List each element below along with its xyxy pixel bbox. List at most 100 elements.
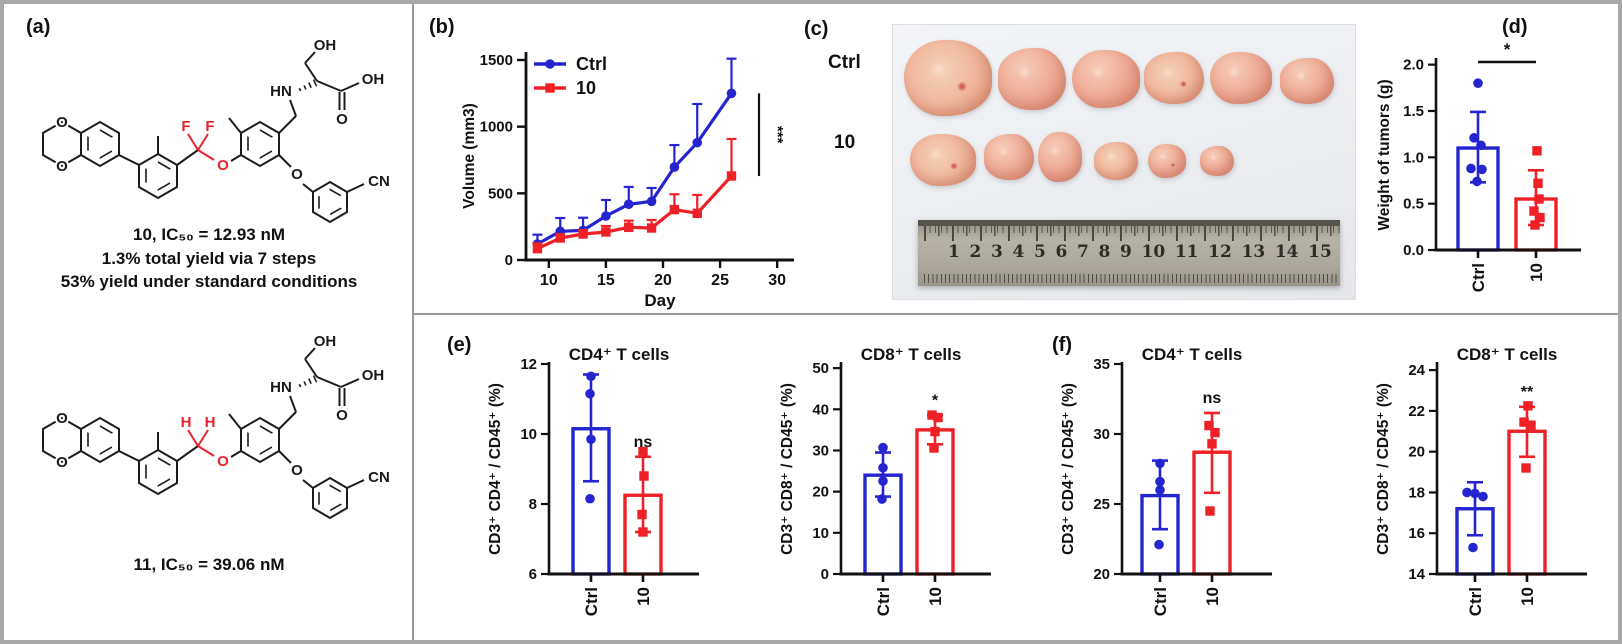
ruler-cm-ticks	[924, 226, 1340, 241]
compound-10-structure: O O F F O HN OH OH O O CN	[42, 35, 392, 224]
x-tick-label: Ctrl	[1469, 263, 1488, 292]
y-tick-label: 18	[1408, 484, 1425, 501]
atom-f: F	[181, 118, 190, 135]
y-tick-label: 40	[812, 401, 829, 418]
atom-o: O	[291, 462, 303, 479]
y-axis-label: Weight of tumors (g)	[1376, 79, 1393, 230]
data-point-circle	[1473, 78, 1483, 88]
y-tick-label: 25	[1093, 496, 1110, 513]
data-point-square	[1530, 220, 1540, 230]
data-point-circle	[1462, 487, 1472, 498]
atom-o: O	[56, 410, 68, 427]
compound-10-caption-line2: 1.3% total yield via 7 steps	[101, 249, 317, 268]
ruler-number: 2	[969, 242, 982, 262]
y-tick-label: 500	[488, 185, 513, 202]
data-point-square	[1519, 417, 1529, 427]
atom-h: H	[181, 414, 192, 431]
y-tick-label: 16	[1408, 525, 1425, 542]
data-point-square	[929, 443, 939, 453]
data-point-circle	[878, 476, 888, 486]
tumor-weight-bar-chart: 0.0 0.5 1.0 1.5 2.0 Weight of tumors (g) Ctrl 1…	[1376, 40, 1581, 292]
y-tick-label: 1.5	[1403, 103, 1424, 120]
x-tick-label: 10	[926, 587, 945, 606]
atom-hn: HN	[270, 379, 292, 396]
data-point-square	[930, 426, 940, 437]
tumor	[1148, 144, 1186, 178]
atom-cn: CN	[368, 469, 390, 486]
compound-11-skeleton	[42, 347, 365, 520]
y-tick-label: 0.0	[1403, 242, 1424, 259]
data-point-square	[532, 243, 543, 254]
tumor	[1210, 52, 1272, 104]
y-axis-label: CD3⁺ CD4⁺ / CD45⁺ (%)	[1060, 383, 1077, 555]
x-tick-label: Ctrl	[1466, 587, 1485, 616]
data-point-square	[638, 446, 648, 457]
data-point-circle	[1472, 176, 1482, 187]
compound-10-caption-line3: 53% yield under standard conditions	[60, 272, 358, 291]
significance: *	[1504, 40, 1511, 59]
e-cd4-bar-chart: 6 8 10 12 CD3⁺ CD4⁺ / CD45⁺ (%) CD4⁺ T cells C…	[487, 345, 699, 616]
tumor	[1038, 132, 1082, 182]
compound-11-caption: 11, IC₅₀ = 39.06 nM	[133, 555, 285, 574]
significance: ns	[634, 434, 653, 451]
atom-f: F	[205, 118, 214, 135]
y-tick-label: 35	[1093, 356, 1110, 373]
data-point-circle	[1155, 476, 1165, 487]
data-point-circle	[1478, 491, 1488, 502]
data-point-circle	[586, 434, 596, 445]
ruler-number: 9	[1120, 242, 1132, 262]
atom-o: O	[336, 111, 348, 128]
compound-11-structure: O O H H O HN OH OH O O CN	[42, 331, 392, 520]
panel-c-label: (c)	[804, 18, 829, 40]
data-point-circle	[1476, 140, 1486, 151]
data-point-circle	[545, 59, 555, 69]
data-point-circle	[669, 162, 680, 172]
data-point-square	[1535, 212, 1545, 223]
significance: ns	[1203, 390, 1222, 407]
x-tick-label: 15	[597, 272, 615, 289]
f-cd4-bar-chart: 20 25 30 35 CD3⁺ CD4⁺ / CD45⁺ (%) CD4⁺ T cell…	[1060, 345, 1272, 616]
tumor	[1200, 146, 1234, 176]
y-tick-label: 1000	[480, 119, 513, 136]
ruler: 1 2 3 4 5 6 7 8 9 10 11 12 13 14 15	[918, 220, 1340, 286]
compound-10-highlighted-bonds	[187, 133, 215, 161]
data-point-square	[601, 227, 611, 237]
atom-oh: OH	[362, 71, 385, 88]
ruler-bottom-ticks	[924, 274, 1340, 283]
chart-title: CD8⁺ T cells	[1457, 345, 1558, 364]
x-tick-label: 25	[711, 272, 729, 289]
data-point-square	[638, 527, 648, 537]
tumor	[1094, 142, 1138, 180]
atom-o-link: O	[217, 453, 229, 470]
ruler-number: 13	[1241, 242, 1266, 262]
data-point-circle	[1154, 539, 1164, 550]
chart-title: CD8⁺ T cells	[861, 345, 962, 364]
data-point-square	[1207, 439, 1217, 449]
data-point-square	[1529, 206, 1539, 216]
x-tick-label: Ctrl	[582, 587, 601, 616]
significance: *	[932, 392, 939, 409]
tumor	[910, 134, 976, 186]
y-tick-label: 30	[1093, 426, 1110, 443]
ruler-number: 3	[991, 242, 1003, 262]
ruler-number: 5	[1034, 242, 1046, 262]
e-cd8-bar-chart: 0 10 20 30 40 50 CD3⁺ CD8⁺ / CD45⁺ (%) CD8⁺ T c…	[779, 345, 991, 616]
data-point-circle	[1466, 163, 1476, 174]
ruler-number: 11	[1174, 242, 1199, 262]
significance: ***	[769, 126, 786, 144]
panel-b-label: (b)	[429, 16, 455, 38]
panel-a-label: (a)	[26, 16, 51, 38]
y-tick-label: 2.0	[1403, 57, 1424, 74]
significance: **	[1521, 384, 1534, 401]
y-tick-label: 50	[812, 360, 829, 377]
x-tick-label: 10	[1527, 263, 1546, 282]
data-point-circle	[1469, 133, 1479, 143]
ruler-number: 4	[1012, 242, 1025, 262]
ruler-number: 10	[1141, 242, 1166, 262]
ruler-number: 14	[1274, 242, 1299, 262]
data-point-circle	[726, 88, 737, 99]
data-point-square	[1532, 146, 1542, 156]
atom-o: O	[56, 158, 68, 175]
data-point-square	[1210, 427, 1220, 438]
data-point-square	[1205, 506, 1215, 516]
